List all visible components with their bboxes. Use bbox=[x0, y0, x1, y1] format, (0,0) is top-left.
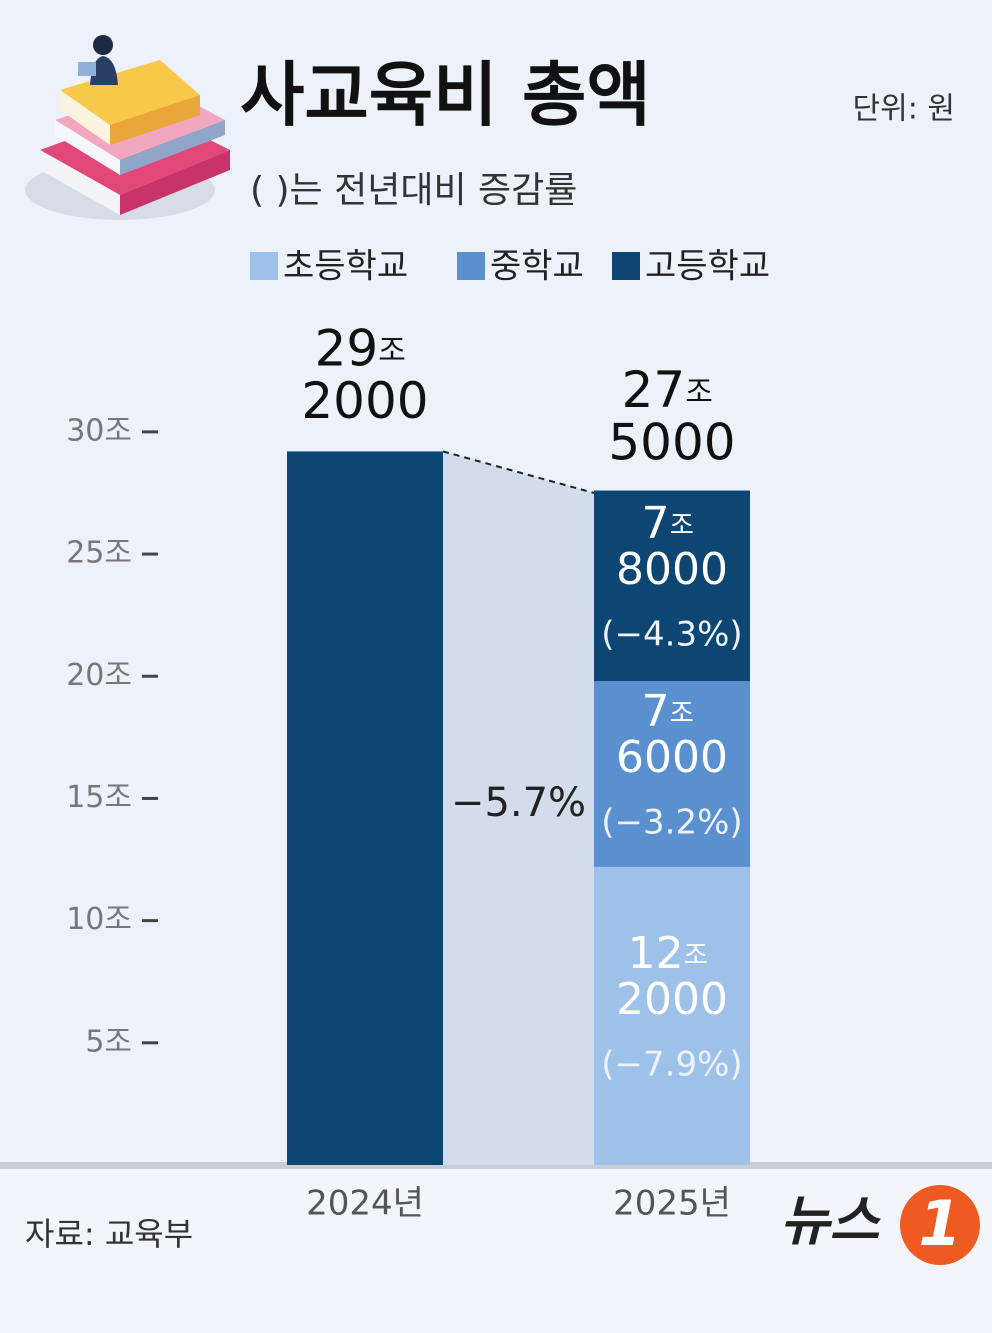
logo-text: 뉴스 bbox=[780, 1190, 882, 1253]
logo-mark: 1 bbox=[918, 1187, 961, 1260]
value-label: 12조 2000 bbox=[616, 928, 728, 1025]
bar-segment bbox=[594, 866, 750, 1165]
value-label: 7조 8000 bbox=[616, 498, 728, 595]
legend-swatch bbox=[250, 252, 278, 280]
y-tick-label: 20조 bbox=[66, 658, 132, 693]
bar-segment bbox=[594, 681, 750, 867]
y-tick-label: 5조 bbox=[85, 1024, 132, 1059]
bar bbox=[287, 451, 443, 1165]
x-tick-label: 2024년 bbox=[306, 1184, 424, 1224]
subtitle: ( )는 전년대비 증감률 bbox=[250, 170, 577, 211]
footer-band bbox=[0, 1168, 992, 1333]
value-label: 7조 6000 bbox=[616, 686, 728, 783]
total-change-label: −5.7% bbox=[451, 780, 586, 826]
title: 사교육비 총액 bbox=[240, 54, 651, 136]
legend-swatch bbox=[457, 252, 485, 280]
y-tick-label: 30조 bbox=[66, 413, 132, 448]
change-label: (−3.2%) bbox=[601, 803, 742, 843]
y-tick-label: 25조 bbox=[66, 536, 132, 571]
legend-swatch bbox=[612, 252, 640, 280]
x-tick-label: 2025년 bbox=[613, 1184, 731, 1224]
baseline bbox=[0, 1162, 992, 1169]
books-illustration bbox=[25, 35, 230, 220]
change-label: (−7.9%) bbox=[601, 1044, 742, 1084]
change-connector bbox=[443, 451, 594, 1165]
unit-note: 단위: 원 bbox=[853, 92, 955, 127]
value-label: 27조 5000 bbox=[608, 360, 735, 471]
y-tick-label: 10조 bbox=[66, 902, 132, 937]
value-label: 29조 2000 bbox=[301, 319, 428, 430]
change-label: (−4.3%) bbox=[601, 614, 742, 654]
bar-segment bbox=[594, 490, 750, 682]
legend-label: 중학교 bbox=[490, 247, 584, 287]
legend-label: 고등학교 bbox=[645, 247, 770, 287]
y-tick-label: 15조 bbox=[66, 780, 132, 815]
source: 자료: 교육부 bbox=[25, 1215, 193, 1253]
logo-circle bbox=[900, 1185, 980, 1265]
change-dashed-line bbox=[442, 450, 595, 494]
legend-label: 초등학교 bbox=[283, 247, 408, 287]
